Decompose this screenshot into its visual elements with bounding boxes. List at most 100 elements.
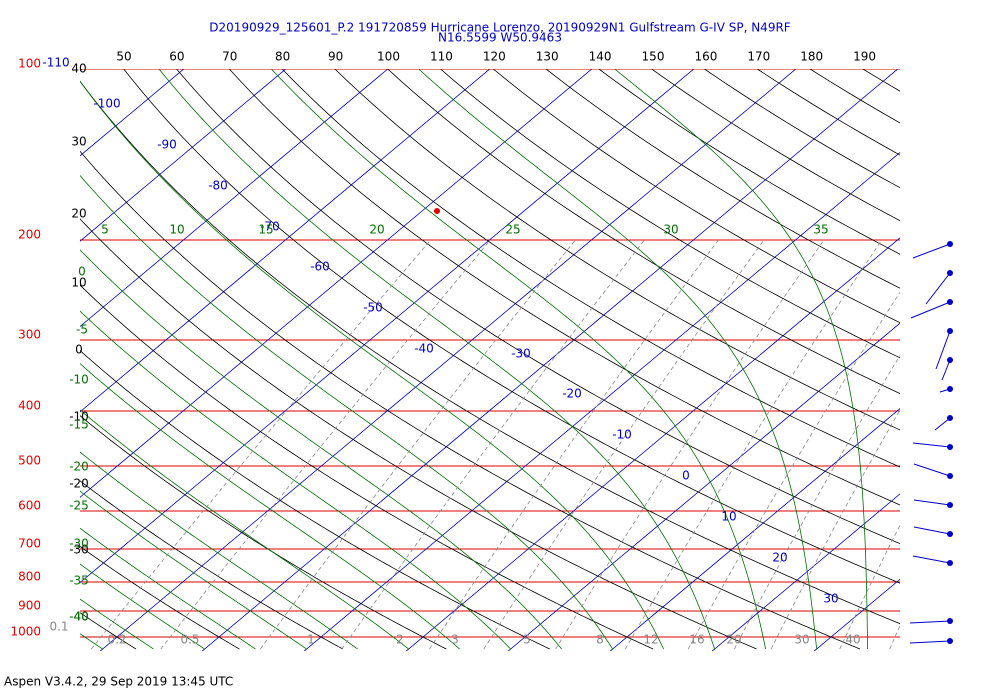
- moist-adiabat: [614, 69, 869, 650]
- dry-adiabat: [176, 69, 900, 545]
- pressure-label: 100: [18, 57, 41, 71]
- isotherm: [405, 237, 900, 651]
- isotherm-label: -30: [511, 347, 531, 361]
- moist-adiabat: [80, 451, 358, 650]
- isotherm: [99, 69, 797, 651]
- pressure-label: 500: [18, 454, 41, 468]
- moist-adiabat-label: -30: [69, 537, 89, 551]
- mixing-ratio-line: [734, 354, 900, 650]
- dry-adiabat: [492, 69, 900, 324]
- mixing-ratio-line: [259, 239, 576, 650]
- pressure-label: 600: [18, 498, 41, 512]
- barb-staff: [941, 359, 951, 381]
- isotherm-label: -10: [612, 428, 632, 442]
- moist-adiabat: [80, 490, 307, 650]
- barb-staff: [910, 301, 951, 319]
- dry-adiabat-label: 0: [75, 343, 83, 357]
- barb-staff: [913, 463, 951, 477]
- isotherm-label: -80: [208, 179, 228, 193]
- mixing-ratio-line: [90, 239, 432, 650]
- moist-adiabat-label: -20: [69, 460, 89, 474]
- dry-adiabat-label: 10: [71, 276, 86, 290]
- isotherm: [80, 69, 389, 328]
- mixing-ratio-label: 30: [794, 633, 809, 647]
- mixing-ratio-label: 20: [726, 633, 741, 647]
- isotherm: [303, 151, 900, 651]
- pressure-label: 1000: [10, 625, 41, 639]
- moist-adiabat: [158, 69, 715, 650]
- barb-station: [947, 502, 953, 508]
- plot-area: [80, 69, 900, 651]
- moist-adiabat: [80, 310, 511, 650]
- dry-adiabat: [228, 69, 900, 506]
- moist-adiabat: [80, 174, 613, 650]
- isotherm: [80, 69, 287, 242]
- moist-adiabat-label: 35: [813, 223, 828, 237]
- moist-adiabat: [418, 69, 818, 650]
- moist-adiabat-label: -35: [69, 574, 89, 588]
- barb-station: [947, 270, 953, 276]
- isotherm-label: -90: [157, 138, 177, 152]
- dry-adiabat: [80, 415, 447, 650]
- barb-station: [947, 241, 953, 247]
- mixing-ratio-line: [624, 239, 883, 650]
- dry-adiabat: [809, 69, 900, 124]
- mixing-ratio-label: 0.2: [107, 633, 126, 647]
- barb-station: [947, 415, 953, 421]
- isotherm-label: 30: [823, 592, 838, 606]
- mixing-ratio-label: 16: [689, 633, 704, 647]
- pressure-label: 900: [18, 599, 41, 613]
- barb-station: [947, 618, 953, 624]
- moist-adiabat-label: 10: [169, 223, 184, 237]
- isotherm: [80, 69, 491, 413]
- moist-adiabat-label: -15: [69, 418, 89, 432]
- moist-adiabat: [80, 409, 409, 650]
- dry-adiabat-label: 40: [71, 62, 86, 76]
- barb-station: [947, 386, 953, 392]
- dry-adiabat-label: 90: [328, 50, 343, 64]
- dry-adiabat-label: 110: [430, 50, 453, 64]
- marker-dot: [434, 208, 440, 214]
- isotherm-label: -20: [562, 387, 582, 401]
- mixing-ratio-label: 1: [307, 633, 315, 647]
- subtitle: N16.5599 W50.9463: [438, 31, 562, 45]
- dry-adiabat: [703, 69, 900, 189]
- moist-adiabat: [80, 563, 205, 650]
- barb-station: [947, 560, 953, 566]
- barb-staff: [912, 555, 951, 564]
- barb-station: [947, 473, 953, 479]
- moist-adiabat: [80, 527, 256, 650]
- moist-adiabat-label: 25: [505, 223, 520, 237]
- mixing-ratio-line: [770, 409, 900, 650]
- moist-adiabat-label: -10: [69, 373, 89, 387]
- dry-adiabat-label: 160: [694, 50, 717, 64]
- pressure-label: 200: [18, 227, 41, 241]
- dry-adiabat: [80, 284, 654, 650]
- dry-adiabat-label: 180: [800, 50, 823, 64]
- barb-station: [947, 357, 953, 363]
- isotherm: [507, 322, 900, 651]
- barb-station: [947, 328, 953, 334]
- moist-adiabat: [271, 69, 767, 650]
- pressure-label: 800: [18, 569, 41, 583]
- mixing-ratio-label: 2: [396, 633, 404, 647]
- dry-adiabat: [80, 150, 861, 650]
- dry-adiabat-label: 60: [169, 50, 184, 64]
- dry-adiabat: [545, 69, 900, 289]
- title: D20190929_125601_P.2 191720859 Hurricane…: [209, 21, 790, 35]
- barb-station: [947, 444, 953, 450]
- isotherm-label: -110: [42, 56, 69, 70]
- dry-adiabat: [80, 612, 137, 650]
- isotherm: [813, 578, 900, 651]
- isotherm-label: -100: [93, 97, 120, 111]
- moist-adiabat: [80, 633, 103, 650]
- mixing-ratio-label: 40: [845, 633, 860, 647]
- pressure-label: 400: [18, 398, 41, 412]
- dry-adiabat: [80, 480, 344, 650]
- footer: Aspen V3.4.2, 29 Sep 2019 13:45 UTC: [4, 675, 233, 689]
- dry-adiabat-label: 150: [642, 50, 665, 64]
- dry-adiabat-label: 140: [589, 50, 612, 64]
- isotherm-label: 0: [682, 469, 690, 483]
- dry-adiabat: [334, 69, 900, 431]
